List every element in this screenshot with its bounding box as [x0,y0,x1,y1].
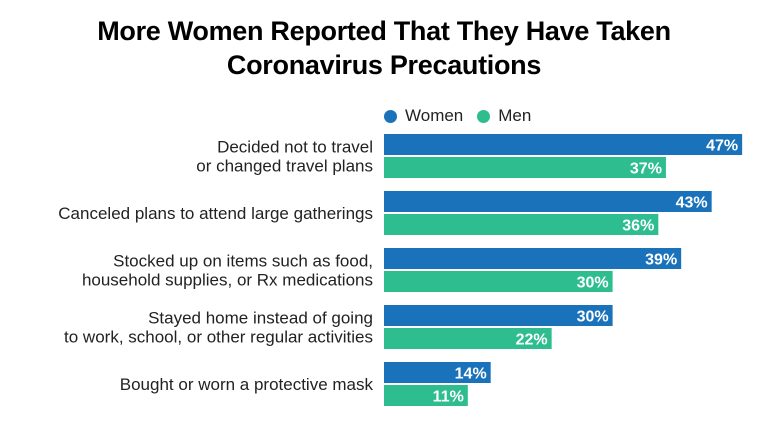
bar-women [384,134,743,155]
bar-women [384,362,491,383]
data-label-men: 36% [622,218,654,235]
legend-label-men: Men [498,106,532,125]
data-label-women: 39% [645,252,677,269]
category-label: Canceled plans to attend large gathering… [58,204,373,223]
legend-swatch-women [384,109,397,123]
category-label-line: or changed travel plans [196,157,373,176]
category-label-line: Stayed home instead of going [148,309,373,328]
bar-men [384,157,666,178]
bar-men [384,385,468,406]
data-label-men: 37% [630,161,662,178]
bar-women [384,248,682,269]
category-label: Stayed home instead of going to work, sch… [64,309,373,347]
chart-title-line-2: Coronavirus Precautions [226,50,542,80]
data-label-women: 30% [577,309,609,326]
category-label: Bought or worn a protective mask [120,375,374,394]
category-label-line: Stocked up on items such as food, [113,252,373,271]
chart-legend: Women Men [384,104,545,128]
data-label-women: 14% [455,366,487,383]
category-label: Decided not to travel or changed travel p… [196,138,373,176]
data-label-men: 22% [516,332,548,349]
legend-item-women: Women [384,106,463,126]
bar-men [384,214,659,235]
data-label-women: 47% [706,138,738,155]
category-label: Stocked up on items such as food, househo… [82,252,373,290]
bar-women [384,305,613,326]
legend-swatch-men [477,109,491,123]
data-label-men: 11% [433,389,464,406]
chart-title: More Women Reported That They Have Taken… [0,14,768,82]
category-label-line: Canceled plans to attend large gathering… [58,204,373,223]
legend-item-men: Men [477,106,531,126]
category-label-line: Bought or worn a protective mask [120,375,374,394]
bar-men [384,328,552,349]
bar-women [384,191,712,212]
category-label-line: Decided not to travel [217,138,373,157]
category-label-line: household supplies, or Rx medications [82,271,373,290]
bar-men [384,271,613,292]
category-label-line: to work, school, or other regular activi… [64,328,373,347]
data-label-men: 30% [577,275,609,292]
legend-label-women: Women [405,106,464,125]
chart-title-line-1: More Women Reported That They Have Taken [97,16,671,46]
data-label-women: 43% [676,195,708,212]
